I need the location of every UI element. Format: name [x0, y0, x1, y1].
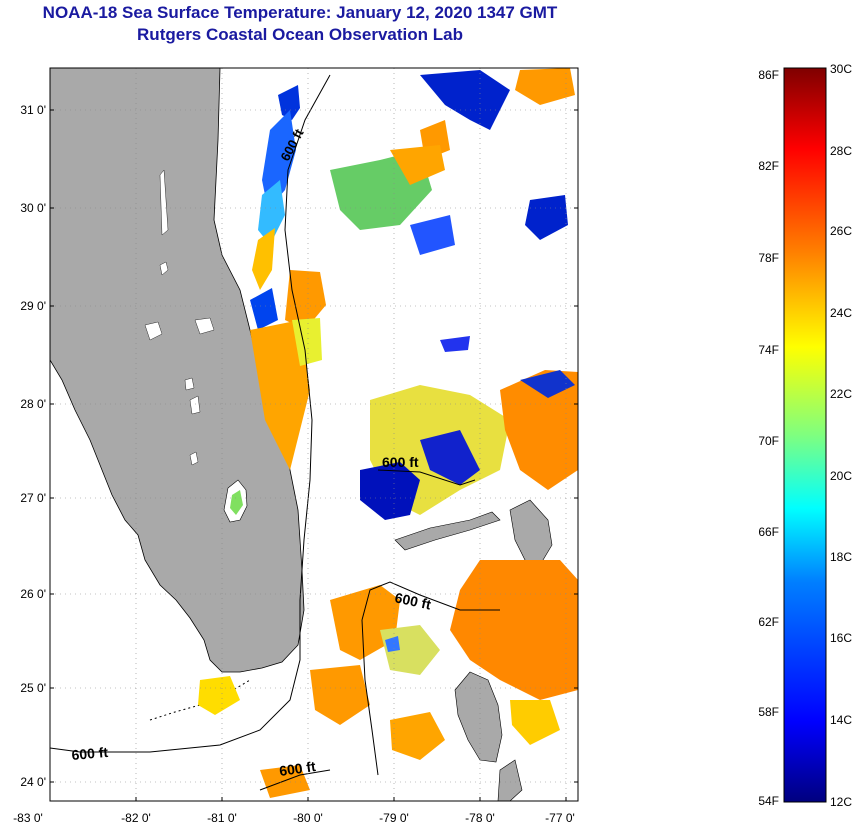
lon-tick-label: -79 0' — [379, 811, 409, 825]
grand-bahama — [394, 511, 501, 551]
map-title: NOAA-18 Sea Surface Temperature: January… — [42, 3, 558, 22]
lat-tick-label: 30 0' — [20, 201, 46, 215]
lon-tick-label: -81 0' — [207, 811, 237, 825]
colorbar-c-label: 18C — [830, 550, 852, 564]
colorbar-f-label: 86F — [758, 68, 779, 82]
sst-data-layer — [198, 68, 578, 798]
colorbar-c-label: 26C — [830, 224, 852, 238]
contour-label: 600 ft — [393, 589, 432, 612]
lon-tick-label: -83 0' — [13, 811, 43, 825]
colorbar-f-label: 58F — [758, 705, 779, 719]
colorbar-c-label: 12C — [830, 795, 852, 809]
colorbar-f-label: 82F — [758, 159, 779, 173]
florida-landmass — [50, 68, 305, 673]
lat-tick-label: 25 0' — [20, 681, 46, 695]
colorbar-c-label: 20C — [830, 469, 852, 483]
colorbar-c-label: 24C — [830, 306, 852, 320]
map-panel: 600 ft 600 ft 600 ft 600 ft 600 ft — [49, 67, 579, 802]
colorbar-f-label: 54F — [758, 794, 779, 808]
colorbar-f-label: 62F — [758, 615, 779, 629]
lat-tick-label: 26 0' — [20, 587, 46, 601]
map-subtitle: Rutgers Coastal Ocean Observation Lab — [137, 25, 463, 44]
colorbar-f-label: 66F — [758, 525, 779, 539]
lon-tick-label: -77 0' — [545, 811, 575, 825]
lat-tick-label: 24 0' — [20, 775, 46, 789]
abaco-bank — [509, 499, 553, 566]
colorbar-c-label: 30C — [830, 62, 852, 76]
colorbar-c-label: 28C — [830, 144, 852, 158]
isobath-600ft — [50, 74, 331, 753]
colorbar-c-label: 22C — [830, 387, 852, 401]
lon-tick-label: -82 0' — [121, 811, 151, 825]
colorbar-f-label: 74F — [758, 343, 779, 357]
andros-bank — [454, 671, 503, 763]
colorbar-c-label: 16C — [830, 631, 852, 645]
contour-label: 600 ft — [71, 744, 109, 763]
lon-tick-label: -78 0' — [465, 811, 495, 825]
lat-tick-label: 31 0' — [20, 103, 46, 117]
colorbar: 86F 82F 78F 74F 70F 66F 62F 58F 54F 30C … — [758, 62, 852, 809]
lat-tick-label: 27 0' — [20, 491, 46, 505]
colorbar-f-label: 78F — [758, 251, 779, 265]
colorbar-f-label: 70F — [758, 434, 779, 448]
contour-label: 600 ft — [278, 758, 317, 779]
colorbar-c-label: 14C — [830, 713, 852, 727]
lat-tick-label: 28 0' — [20, 397, 46, 411]
lon-tick-label: -80 0' — [293, 811, 323, 825]
colorbar-gradient — [783, 67, 827, 803]
lat-tick-label: 29 0' — [20, 299, 46, 313]
contour-label: 600 ft — [382, 454, 419, 470]
